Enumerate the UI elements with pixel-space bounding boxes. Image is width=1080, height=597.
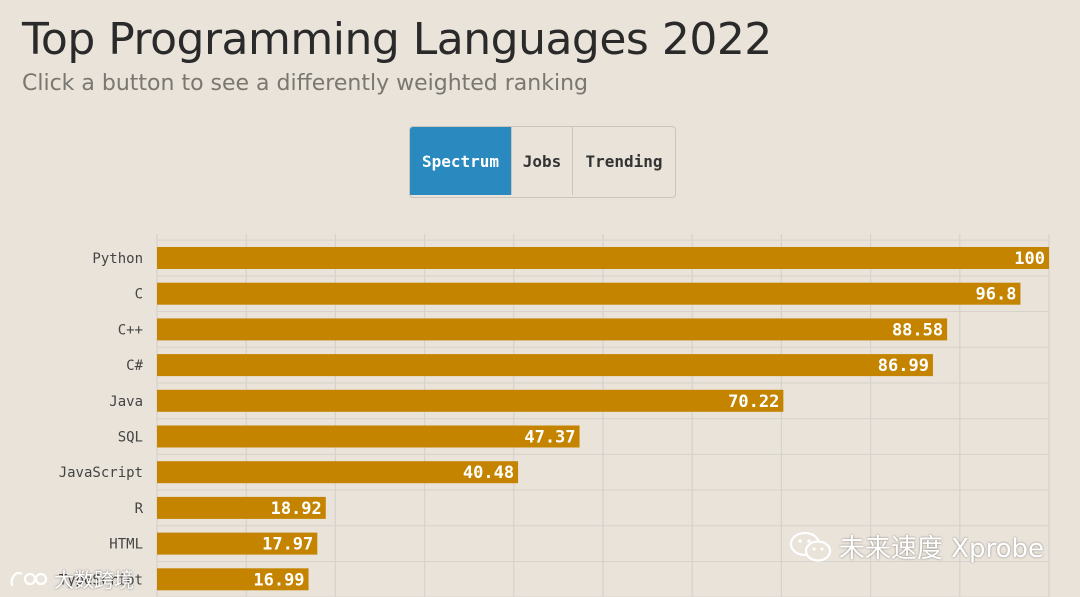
category-label: TypeScript: [59, 572, 143, 588]
category-label: C: [135, 287, 143, 303]
category-label: R: [135, 501, 144, 517]
category-label: C++: [118, 322, 143, 338]
trending-button[interactable]: Trending: [573, 127, 675, 195]
wechat-watermark: 未来速度 Xprobe: [789, 528, 1044, 565]
value-label: 18.92: [271, 499, 322, 519]
category-label: HTML: [109, 537, 143, 553]
page-subtitle: Click a button to see a differently weig…: [22, 71, 588, 96]
spectrum-button[interactable]: Spectrum: [410, 127, 512, 195]
jobs-button[interactable]: Jobs: [512, 127, 573, 195]
value-label: 40.48: [463, 463, 514, 483]
value-label: 16.99: [253, 570, 304, 590]
wechat-icon: [789, 531, 831, 562]
value-label: 70.22: [728, 392, 779, 412]
bar[interactable]: [157, 282, 1021, 305]
category-label: Python: [92, 251, 143, 267]
category-label: JavaScript: [59, 465, 143, 481]
value-label: 47.37: [524, 428, 575, 448]
category-label: SQL: [118, 430, 143, 446]
bar[interactable]: [157, 389, 784, 412]
ranking-button-group: Spectrum Jobs Trending: [409, 126, 676, 198]
value-label: 88.58: [892, 320, 943, 340]
value-label: 96.8: [976, 285, 1017, 305]
bar[interactable]: [157, 247, 1049, 269]
value-label: 17.97: [262, 535, 313, 555]
value-label: 86.99: [878, 356, 929, 376]
watermark-text: 未来速度 Xprobe: [838, 534, 1044, 564]
category-label: C#: [126, 358, 143, 374]
bar[interactable]: [157, 532, 318, 555]
brand-logo-icon: [10, 571, 48, 586]
bar[interactable]: [157, 425, 580, 448]
bar[interactable]: [157, 354, 933, 377]
bar[interactable]: [157, 496, 326, 519]
bar[interactable]: [157, 461, 519, 484]
bar[interactable]: [157, 318, 948, 341]
bar[interactable]: [157, 568, 309, 591]
page-title: Top Programming Languages 2022: [22, 14, 772, 65]
value-label: 100: [1014, 249, 1045, 269]
brand-watermark: 大数跨境: [8, 564, 134, 593]
brand-watermark-text: 大数跨境: [54, 568, 134, 592]
category-label: Java: [109, 394, 143, 410]
